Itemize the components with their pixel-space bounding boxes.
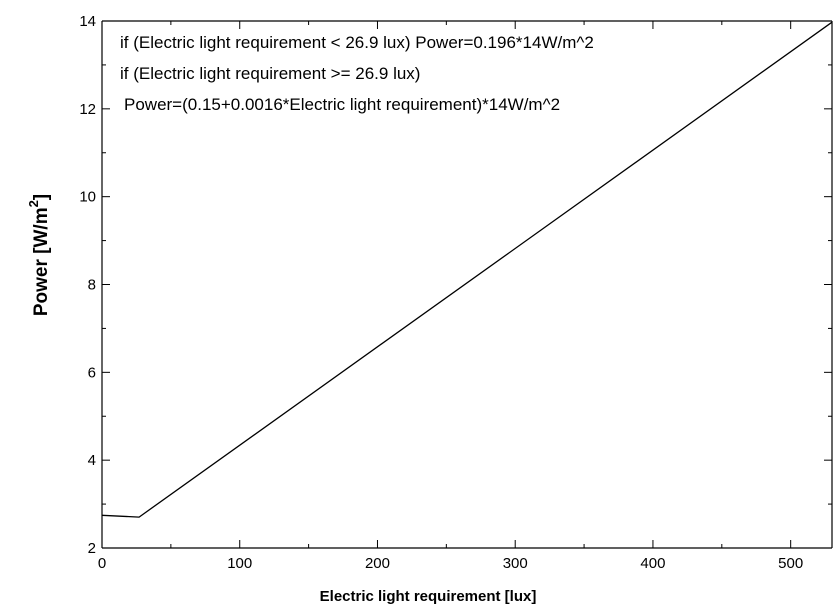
y-tick-label: 10: [79, 189, 96, 206]
x-tick-label: 500: [778, 555, 803, 572]
x-axis-ticks: 0 100 200 300 400 500: [98, 21, 803, 572]
y-axis-label-main: Power [W/m: [31, 207, 52, 316]
y-tick-label: 6: [88, 364, 96, 381]
x-tick-label: 300: [503, 555, 528, 572]
y-axis-label-group: Power [W/m2]: [26, 194, 52, 316]
y-axis-label: Power [W/m2]: [26, 194, 52, 316]
annotation-line-1: if (Electric light requirement < 26.9 lu…: [120, 33, 594, 52]
annotation-line-2: if (Electric light requirement >= 26.9 l…: [120, 64, 420, 83]
y-tick-label: 14: [79, 13, 96, 30]
x-axis-label: Electric light requirement [lux]: [320, 588, 537, 605]
y-tick-label: 8: [88, 277, 96, 294]
power-series-line: [101, 21, 833, 518]
series-group: [101, 21, 833, 518]
x-tick-label: 400: [640, 555, 665, 572]
x-tick-label: 100: [227, 555, 252, 572]
y-axis-label-superscript: 2: [26, 200, 41, 207]
y-tick-label: 2: [88, 540, 96, 557]
x-tick-label: 200: [365, 555, 390, 572]
x-tick-label: 0: [98, 555, 106, 572]
annotation-line-3: Power=(0.15+0.0016*Electric light requir…: [124, 95, 560, 114]
y-tick-label: 4: [88, 452, 96, 469]
y-axis-label-close: ]: [31, 194, 52, 200]
y-tick-label: 12: [79, 101, 96, 118]
y-axis-ticks: 2 4 6 8 10 12 14: [79, 13, 832, 557]
